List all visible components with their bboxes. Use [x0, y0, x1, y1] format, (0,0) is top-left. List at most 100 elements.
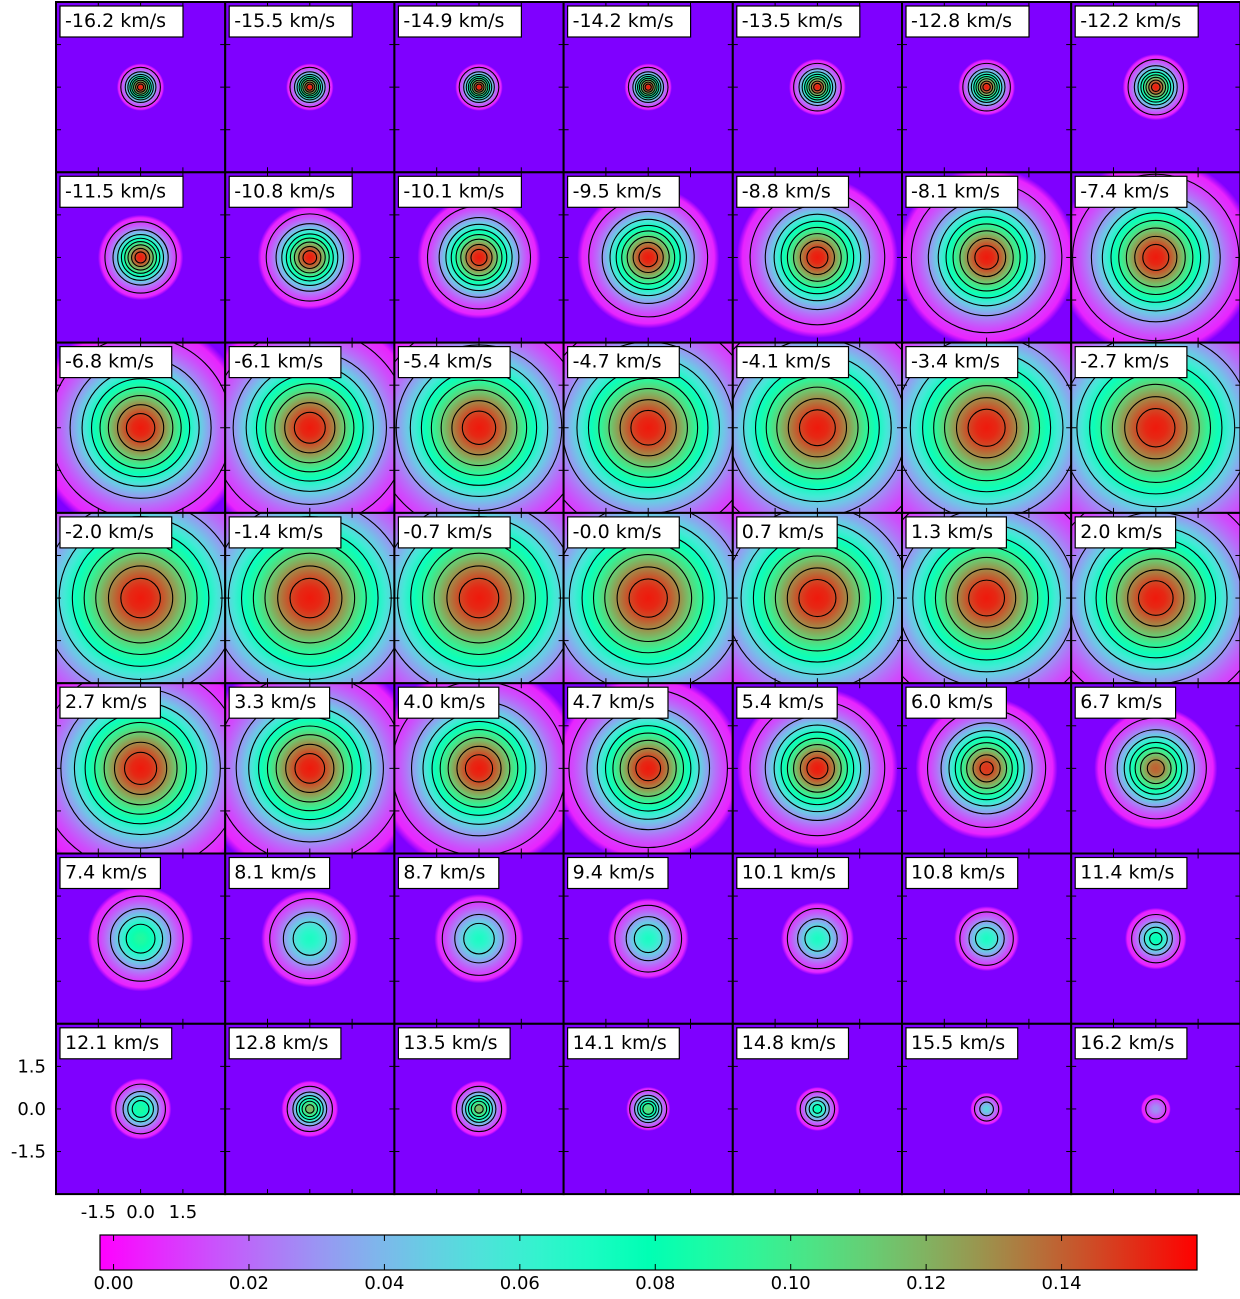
velocity-label-box — [905, 856, 1019, 890]
channel-panel: -12.2 km/s — [1070, 1, 1240, 174]
contour-line — [627, 66, 669, 108]
velocity-label: 16.2 km/s — [1074, 1027, 1188, 1060]
contour-line — [974, 926, 999, 951]
contour-line — [438, 217, 520, 298]
contour-line — [455, 1085, 503, 1133]
velocity-label-text: -12.8 km/s — [911, 10, 1012, 32]
emission-blob — [394, 683, 564, 854]
contour-line — [773, 724, 862, 813]
emission-blob — [1117, 49, 1194, 126]
colorbar-tick-label: 0.04 — [364, 1273, 404, 1294]
velocity-label-text: -9.5 km/s — [573, 180, 662, 202]
contour-line — [454, 913, 504, 964]
contour-line — [295, 1094, 324, 1123]
contour-line — [470, 1100, 488, 1118]
velocity-label-box — [1074, 175, 1188, 208]
contour-line — [634, 73, 662, 101]
contour-line — [799, 239, 836, 276]
contour-line — [1131, 913, 1181, 964]
contour-line — [773, 213, 862, 302]
contour-line — [125, 412, 156, 443]
contour-line — [639, 1100, 657, 1118]
velocity-label-box — [59, 5, 184, 38]
velocity-label: -13.5 km/s — [736, 5, 861, 38]
contour-line — [127, 73, 154, 101]
velocity-label-box — [228, 516, 342, 549]
contour-line — [962, 62, 1011, 112]
x-tick-label: 1.5 — [169, 1202, 198, 1223]
channel-panel: -11.5 km/s — [55, 171, 227, 344]
contour-line — [277, 565, 343, 631]
axis-ticks: 1.5 0.0 -1.5 -1.5 0.0 1.5 — [11, 1056, 197, 1223]
contour-line — [967, 408, 1006, 447]
contour-line — [1110, 212, 1202, 303]
channel-panel: 13.5 km/s — [393, 1022, 565, 1196]
contour-line — [1127, 569, 1185, 627]
velocity-label-box — [1074, 346, 1188, 379]
contour-line — [956, 568, 1017, 628]
contour-line — [621, 230, 676, 285]
velocity-label: 12.8 km/s — [228, 1027, 342, 1060]
channel-panel: 8.7 km/s — [393, 852, 565, 1025]
velocity-label-text: 8.1 km/s — [234, 862, 316, 884]
channel-panel: 4.7 km/s — [562, 682, 734, 855]
velocity-label-text: -8.8 km/s — [742, 180, 831, 202]
velocity-label-text: 1.3 km/s — [911, 521, 993, 543]
contour-line — [131, 247, 151, 268]
colorbar-tick-label: 0.10 — [771, 1273, 811, 1294]
contour-line — [801, 71, 834, 103]
contour-line — [456, 745, 502, 791]
contour-line — [264, 552, 356, 644]
emission-blob — [732, 512, 902, 684]
velocity-label: -12.2 km/s — [1074, 5, 1199, 38]
colorbar-tick-label: 0.12 — [906, 1273, 946, 1294]
contour-line — [1134, 747, 1178, 790]
contour-line — [786, 226, 848, 288]
velocity-label-text: -7.4 km/s — [1080, 180, 1169, 202]
contour-line — [640, 79, 656, 95]
channel-panel: -5.4 km/s — [393, 341, 565, 514]
velocity-label-box — [397, 856, 500, 890]
contour-line — [463, 922, 495, 955]
contour-line — [469, 77, 489, 97]
channel-panel: 6.7 km/s — [1070, 682, 1240, 855]
contour-line — [604, 725, 692, 812]
contour-line — [293, 411, 326, 444]
contour-line — [120, 237, 161, 278]
contour-line — [471, 79, 487, 95]
emission-blob — [75, 873, 206, 1004]
velocity-label: -10.8 km/s — [228, 175, 353, 208]
emission-blob — [621, 1081, 676, 1137]
contour-line — [90, 378, 191, 478]
contour-line — [806, 757, 829, 780]
channel-panel: -4.7 km/s — [562, 341, 734, 514]
emission-blob — [1085, 697, 1227, 839]
contour-line — [805, 1096, 830, 1122]
contour-line — [474, 1104, 484, 1114]
velocity-label-box — [397, 516, 511, 549]
velocity-label-box — [905, 1027, 1019, 1060]
velocity-label: -14.2 km/s — [566, 5, 692, 38]
velocity-label-box — [736, 5, 861, 38]
contour-line — [952, 223, 1021, 292]
channel-panel: 10.1 km/s — [731, 852, 903, 1025]
contour-line — [302, 250, 318, 265]
contour-line — [1142, 243, 1170, 271]
velocity-label-box — [228, 686, 331, 719]
velocity-label: 10.1 km/s — [736, 856, 850, 890]
velocity-label: 10.8 km/s — [905, 856, 1019, 890]
colorbar: 0.00 0.02 0.04 0.06 0.08 0.10 0.12 0.14 — [94, 1234, 1198, 1294]
y-tick-label: 0.0 — [17, 1099, 46, 1120]
contour-line — [289, 66, 331, 108]
contour-line — [461, 410, 497, 445]
velocity-label-box — [1074, 856, 1188, 890]
contour-line — [465, 73, 493, 101]
contour-line — [122, 1090, 159, 1128]
contour-line — [604, 554, 693, 643]
velocity-label: -2.0 km/s — [59, 516, 173, 549]
velocity-label-text: 0.7 km/s — [742, 521, 824, 543]
contour-line — [959, 911, 1014, 966]
channel-panel: 15.5 km/s — [901, 1022, 1073, 1196]
contour-line — [1137, 580, 1174, 616]
emission-blob — [419, 879, 539, 999]
